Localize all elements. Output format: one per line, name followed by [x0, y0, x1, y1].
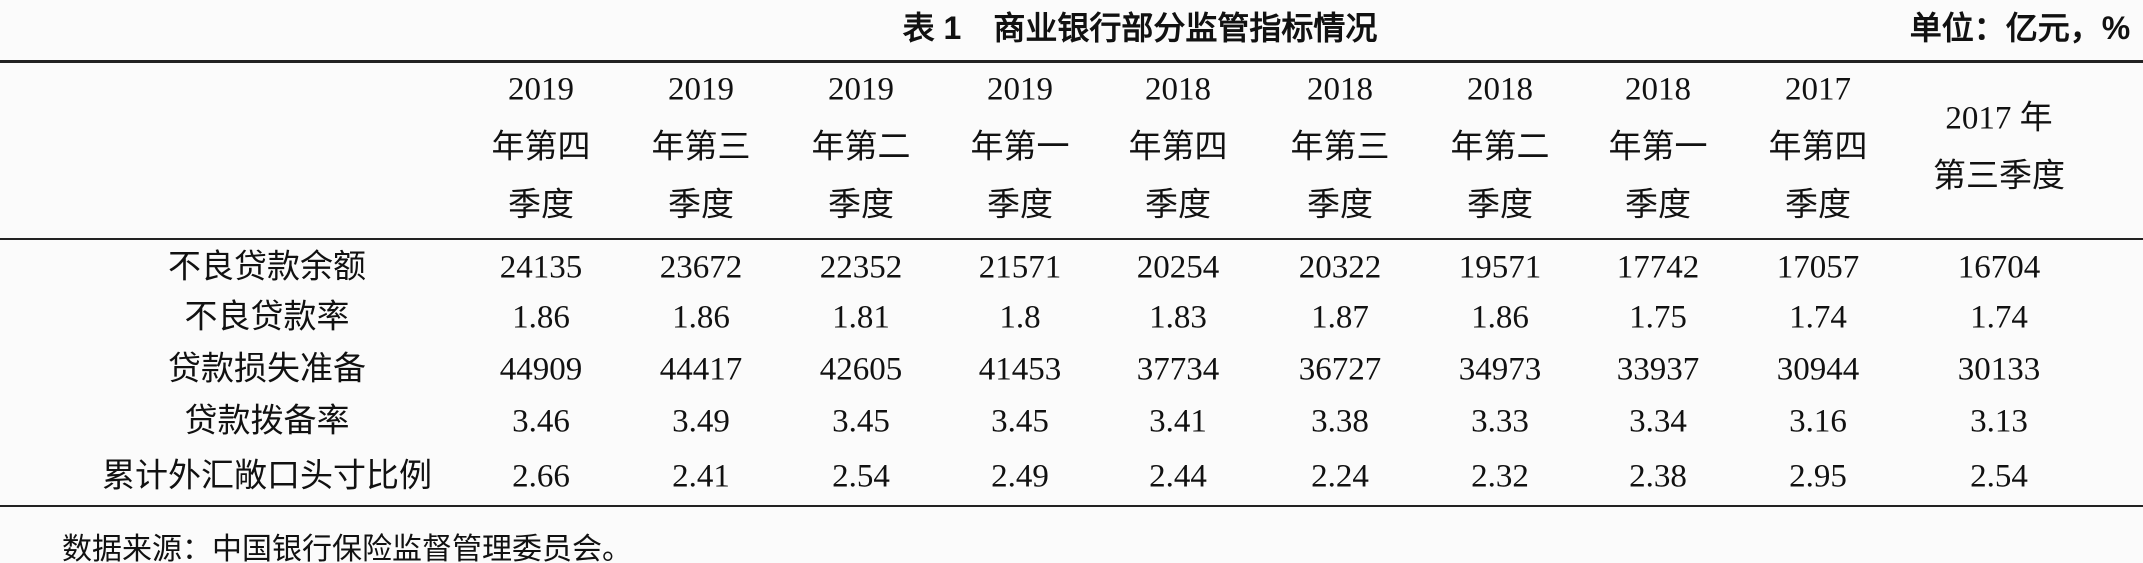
- table-cell: 33937: [1616, 351, 1700, 388]
- column-header: 2019: [987, 71, 1053, 108]
- table-cell: 1.86: [672, 299, 730, 336]
- row-label: 累计外汇敞口头寸比例: [102, 458, 432, 495]
- column-header: 季度: [668, 187, 734, 224]
- table-cell: 30133: [1957, 351, 2041, 388]
- column-header: 年第一: [970, 129, 1070, 166]
- table-cell: 3.13: [1970, 403, 2028, 440]
- table-cell: 1.75: [1629, 299, 1687, 336]
- table-cell: 36727: [1298, 351, 1382, 388]
- table-cell: 2.49: [991, 458, 1049, 495]
- row-label: 贷款拨备率: [184, 403, 350, 440]
- column-header: 季度: [1785, 187, 1851, 224]
- table-cell: 1.81: [832, 299, 890, 336]
- column-header: 季度: [1145, 187, 1211, 224]
- table-cell: 3.45: [991, 403, 1049, 440]
- table-cell: 34973: [1458, 351, 1542, 388]
- table-cell: 3.33: [1471, 403, 1529, 440]
- bottom-rule: [0, 505, 2143, 507]
- column-header: 年第三: [651, 129, 751, 166]
- table-cell: 2.41: [672, 458, 730, 495]
- column-header: 季度: [1625, 187, 1691, 224]
- row-label: 不良贷款余额: [168, 249, 366, 286]
- column-header: 年第一: [1608, 129, 1708, 166]
- header-rule: [0, 238, 2143, 240]
- table-cell: 1.83: [1149, 299, 1207, 336]
- table-cell: 3.38: [1311, 403, 1369, 440]
- table-cell: 2.54: [832, 458, 890, 495]
- table-cell: 37734: [1136, 351, 1220, 388]
- table-cell: 19571: [1458, 249, 1542, 286]
- column-header: 2019: [668, 71, 734, 108]
- column-header: 2018: [1467, 71, 1533, 108]
- column-header: 季度: [1467, 187, 1533, 224]
- table-cell: 2.32: [1471, 458, 1529, 495]
- table-title: 表 1 商业银行部分监管指标情况: [902, 10, 1378, 46]
- table-cell: 1.74: [1789, 299, 1847, 336]
- column-header: 年第四: [1128, 129, 1228, 166]
- table-cell: 20254: [1136, 249, 1220, 286]
- column-header: 年第四: [1768, 129, 1868, 166]
- column-header: 2017 年: [1945, 100, 2053, 137]
- table-cell: 2.44: [1149, 458, 1207, 495]
- table-cell: 3.49: [672, 403, 730, 440]
- table-cell: 30944: [1776, 351, 1860, 388]
- column-header: 第三季度: [1933, 158, 2065, 195]
- table-cell: 17742: [1616, 249, 1700, 286]
- column-header: 季度: [508, 187, 574, 224]
- column-header: 2018: [1145, 71, 1211, 108]
- table-cell: 2.95: [1789, 458, 1847, 495]
- table-cell: 3.16: [1789, 403, 1847, 440]
- column-header: 2017: [1785, 71, 1851, 108]
- table-cell: 2.24: [1311, 458, 1369, 495]
- column-header: 年第三: [1290, 129, 1390, 166]
- table-cell: 1.8: [999, 299, 1041, 336]
- column-header: 季度: [1307, 187, 1373, 224]
- table-cell: 1.86: [512, 299, 570, 336]
- column-header: 季度: [828, 187, 894, 224]
- table-cell: 24135: [499, 249, 583, 286]
- row-label: 贷款损失准备: [168, 351, 366, 388]
- column-header: 2019: [508, 71, 574, 108]
- column-header: 季度: [987, 187, 1053, 224]
- table-cell: 2.66: [512, 458, 570, 495]
- table-cell: 22352: [819, 249, 903, 286]
- table-cell: 1.87: [1311, 299, 1369, 336]
- table-cell: 1.86: [1471, 299, 1529, 336]
- column-header: 2018: [1625, 71, 1691, 108]
- table-cell: 2.54: [1970, 458, 2028, 495]
- table-cell: 44417: [659, 351, 743, 388]
- column-header: 2019: [828, 71, 894, 108]
- table-cell: 1.74: [1970, 299, 2028, 336]
- column-header: 年第二: [811, 129, 911, 166]
- column-header: 年第二: [1450, 129, 1550, 166]
- table-cell: 20322: [1298, 249, 1382, 286]
- column-header: 年第四: [491, 129, 591, 166]
- table-cell: 3.45: [832, 403, 890, 440]
- table-cell: 44909: [499, 351, 583, 388]
- top-rule: [0, 60, 2143, 63]
- table-cell: 17057: [1776, 249, 1860, 286]
- table-cell: 42605: [819, 351, 903, 388]
- unit-label: 单位：亿元，%: [1909, 10, 2131, 46]
- column-header: 2018: [1307, 71, 1373, 108]
- table-cell: 41453: [978, 351, 1062, 388]
- footnote: 数据来源：中国银行保险监督管理委员会。: [62, 533, 632, 563]
- table-cell: 3.34: [1629, 403, 1687, 440]
- table-cell: 3.41: [1149, 403, 1207, 440]
- table-cell: 3.46: [512, 403, 570, 440]
- table-cell: 21571: [978, 249, 1062, 286]
- table-cell: 16704: [1957, 249, 2041, 286]
- table-cell: 23672: [659, 249, 743, 286]
- row-label: 不良贷款率: [184, 299, 350, 336]
- table-cell: 2.38: [1629, 458, 1687, 495]
